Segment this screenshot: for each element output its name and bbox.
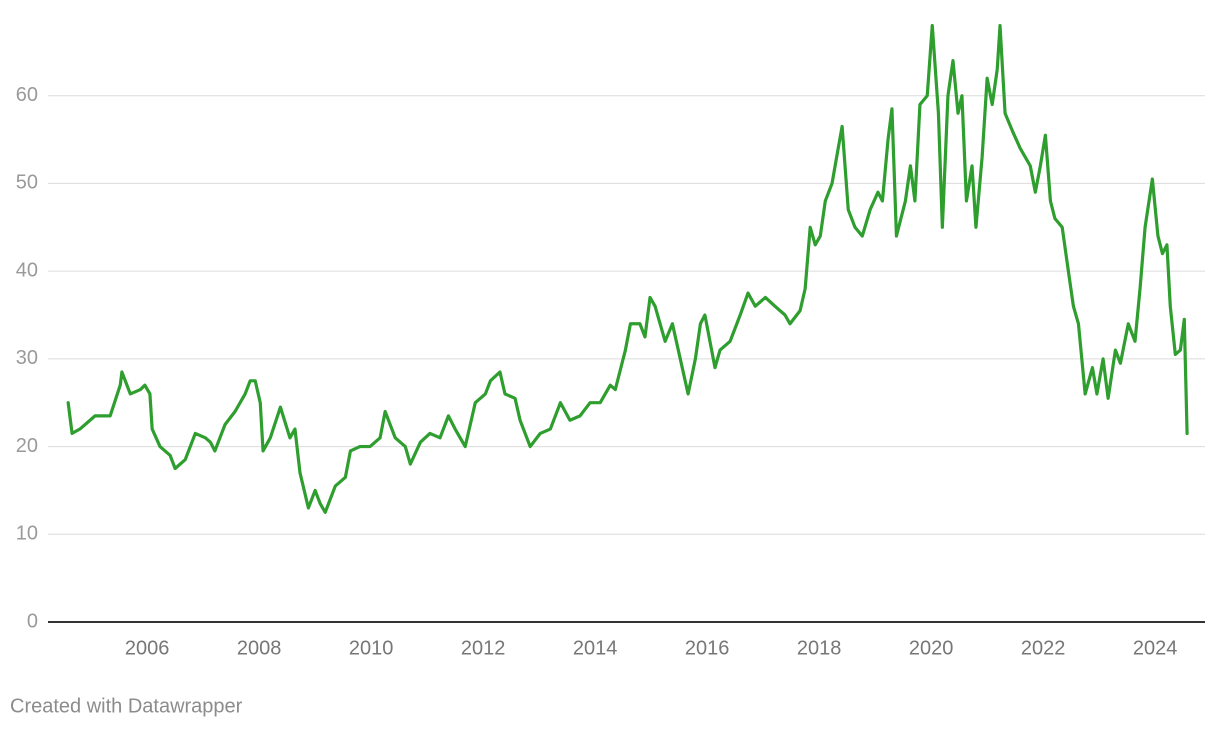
x-tick-label: 2016 — [685, 637, 730, 659]
x-tick-label: 2012 — [461, 637, 506, 659]
x-tick-label: 2018 — [797, 637, 842, 659]
x-tick-label: 2008 — [237, 637, 282, 659]
x-tick-label: 2010 — [349, 637, 394, 659]
x-tick-label: 2022 — [1021, 637, 1066, 659]
y-tick-label: 60 — [16, 84, 38, 106]
credit: Created with Datawrapper — [10, 695, 243, 717]
y-tick-label: 0 — [27, 610, 38, 632]
x-tick-label: 2024 — [1133, 637, 1178, 659]
data-line — [66, 23, 1189, 514]
x-tick-label: 2020 — [909, 637, 954, 659]
x-tick-label: 2006 — [125, 637, 170, 659]
y-tick-label: 40 — [16, 259, 38, 281]
y-tick-label: 20 — [16, 435, 38, 457]
y-tick-label: 10 — [16, 523, 38, 545]
x-tick-label: 2014 — [573, 637, 618, 659]
y-tick-label: 50 — [16, 172, 38, 194]
y-tick-label: 30 — [16, 347, 38, 369]
